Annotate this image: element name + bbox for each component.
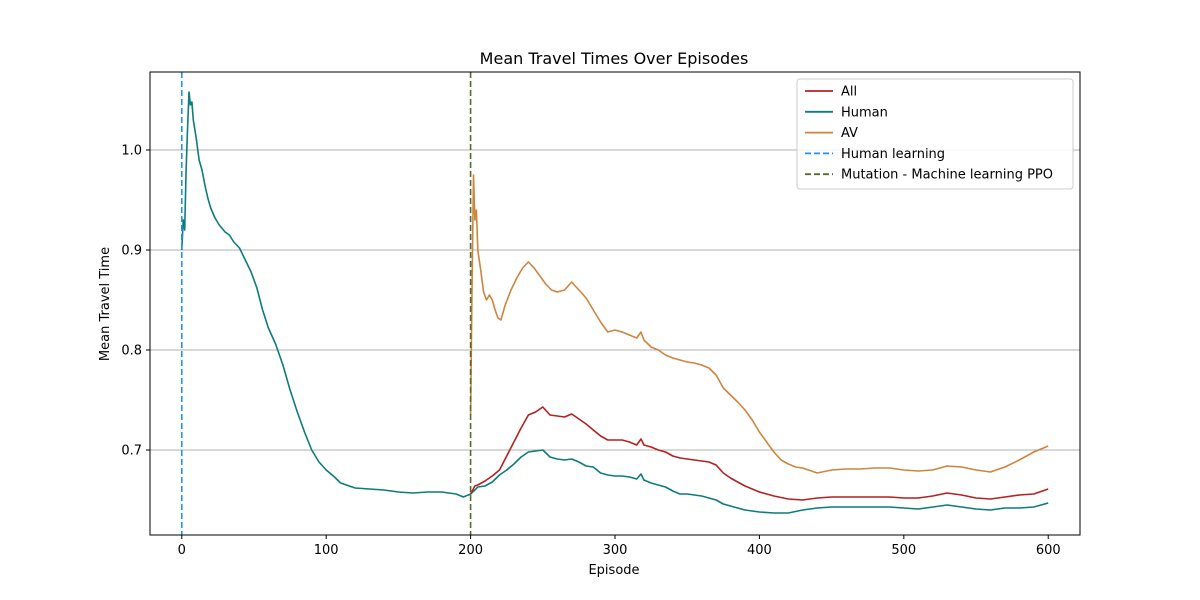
legend-label: Human — [841, 105, 888, 120]
x-tick-label: 100 — [314, 543, 339, 558]
x-tick-label: 500 — [891, 543, 916, 558]
legend-label: All — [841, 85, 857, 100]
legend: All Human AV Human learning Mutation - Machi… — [796, 78, 1074, 190]
series-line-human — [181, 91, 1049, 514]
series-line-av — [469, 174, 1049, 474]
grid-lines — [150, 149, 1080, 451]
y-tick-label: 0.7 — [121, 444, 142, 459]
x-tick-label: 600 — [1036, 543, 1061, 558]
chart-title: Mean Travel Times Over Episodes — [480, 49, 749, 68]
legend-label: Human learning — [841, 147, 945, 162]
x-tick-label: 0 — [178, 543, 186, 558]
x-tick-label: 200 — [458, 543, 483, 558]
legend-label: AV — [841, 126, 858, 141]
x-tick-label: 300 — [603, 543, 628, 558]
y-axis-label: Mean Travel Time — [98, 247, 113, 361]
y-tick-label: 0.9 — [121, 244, 142, 259]
y-tick-label: 0.8 — [121, 344, 142, 359]
y-tick-label: 1.0 — [121, 144, 142, 159]
x-tick-label: 400 — [747, 543, 772, 558]
x-axis: 0 100 200 300 400 500 600 — [178, 535, 1061, 558]
plot-area — [180, 72, 1049, 535]
legend-label: Mutation - Machine learning PPO — [841, 168, 1053, 183]
series-line-all — [469, 406, 1049, 501]
x-axis-label: Episode — [588, 563, 639, 578]
y-axis: 0.7 0.8 0.9 1.0 — [121, 144, 150, 459]
legend-box — [796, 78, 1074, 190]
